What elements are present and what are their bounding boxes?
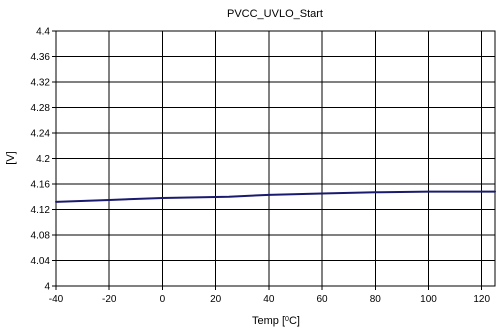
y-tick-label: 4.2 [36,154,50,165]
grid [52,30,496,290]
y-tick-label: 4.28 [31,103,51,114]
x-tick-label: 80 [370,294,382,305]
x-tick-labels: -40 -20 0 20 40 60 80 100 120 [49,294,491,305]
x-tick-label: 40 [263,294,275,305]
x-tick-label: 100 [420,294,437,305]
plot-area-border [55,30,496,287]
y-tick-label: 4.32 [31,78,51,89]
y-tick-label: 4.12 [31,205,51,216]
y-tick-label: 4.16 [31,180,51,191]
y-tick-label: 4.4 [36,27,50,38]
x-tick-label: 120 [473,294,490,305]
series-lines [55,190,496,203]
x-tick-label: 0 [160,294,166,305]
y-tick-label: 4.36 [31,52,51,63]
x-tick-label: 60 [316,294,328,305]
y-tick-label: 4.08 [31,231,51,242]
y-tick-label: 4.24 [31,129,51,140]
y-tick-labels: 4 4.04 4.08 4.12 4.16 4.2 4.24 4.28 4.32 4.36 4.4 [31,27,51,293]
y-tick-label: 4.04 [31,256,51,267]
x-axis-title-sup: 0 [285,316,289,323]
x-axis-title-main: Temp [ [252,315,285,327]
series-line [55,190,496,203]
x-tick-label: -20 [102,294,117,305]
y-axis-title: [V] [5,151,17,164]
x-axis-title-suffix: C] [289,315,300,327]
x-axis-title: Temp [0C] [252,315,300,327]
x-tick-label: 20 [210,294,222,305]
chart-title: PVCC_UVLO_Start [227,8,323,20]
y-tick-label: 4 [44,282,50,293]
x-tick-label: -40 [49,294,64,305]
